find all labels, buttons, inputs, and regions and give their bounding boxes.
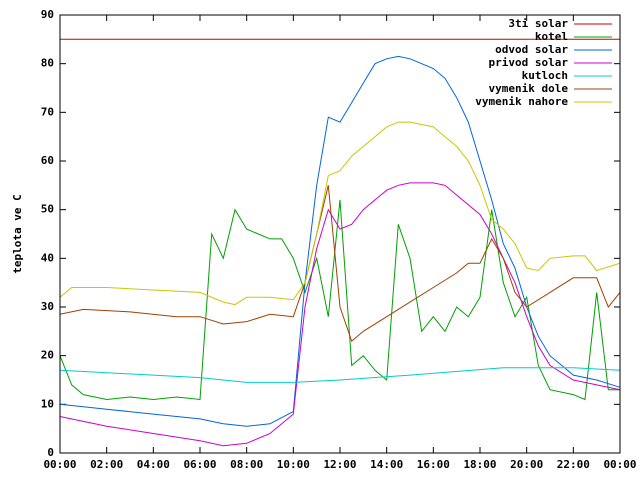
series-line <box>59 55 621 427</box>
series-line <box>59 121 621 306</box>
y-tick-label: 60 <box>41 154 54 167</box>
legend-label: odvod solar <box>495 43 568 56</box>
legend-label: kutloch <box>522 69 568 82</box>
legend-label: 3ti solar <box>508 17 568 30</box>
y-tick-label: 80 <box>41 57 54 70</box>
x-tick-label: 04:00 <box>137 458 170 471</box>
series-line <box>59 185 621 342</box>
x-tick-label: 06:00 <box>183 458 216 471</box>
legend-label: privod solar <box>489 56 569 69</box>
y-tick-label: 70 <box>41 105 54 118</box>
y-tick-label: 0 <box>47 446 54 459</box>
series-line <box>59 199 620 401</box>
y-tick-label: 40 <box>41 251 54 264</box>
y-tick-label: 20 <box>41 349 54 362</box>
x-tick-label: 00:00 <box>43 458 76 471</box>
legend-label: vymenik dole <box>489 82 569 95</box>
x-tick-label: 02:00 <box>90 458 123 471</box>
y-tick-label: 50 <box>41 203 54 216</box>
x-tick-label: 20:00 <box>510 458 543 471</box>
legend-label: vymenik nahore <box>475 95 568 108</box>
series-line <box>59 367 621 383</box>
x-tick-label: 10:00 <box>277 458 310 471</box>
x-tick-label: 12:00 <box>323 458 356 471</box>
x-tick-label: 08:00 <box>230 458 263 471</box>
x-tick-label: 18:00 <box>463 458 496 471</box>
y-tick-label: 90 <box>41 8 54 21</box>
x-tick-label: 22:00 <box>557 458 590 471</box>
legend-label: kotel <box>535 30 568 43</box>
plot-frame <box>59 14 621 454</box>
y-axis-label: teplota ve C <box>11 194 24 273</box>
series-line <box>59 182 621 447</box>
y-tick-label: 10 <box>41 397 54 410</box>
x-tick-label: 16:00 <box>417 458 450 471</box>
x-tick-label: 00:00 <box>603 458 636 471</box>
x-tick-label: 14:00 <box>370 458 403 471</box>
y-tick-label: 30 <box>41 300 54 313</box>
